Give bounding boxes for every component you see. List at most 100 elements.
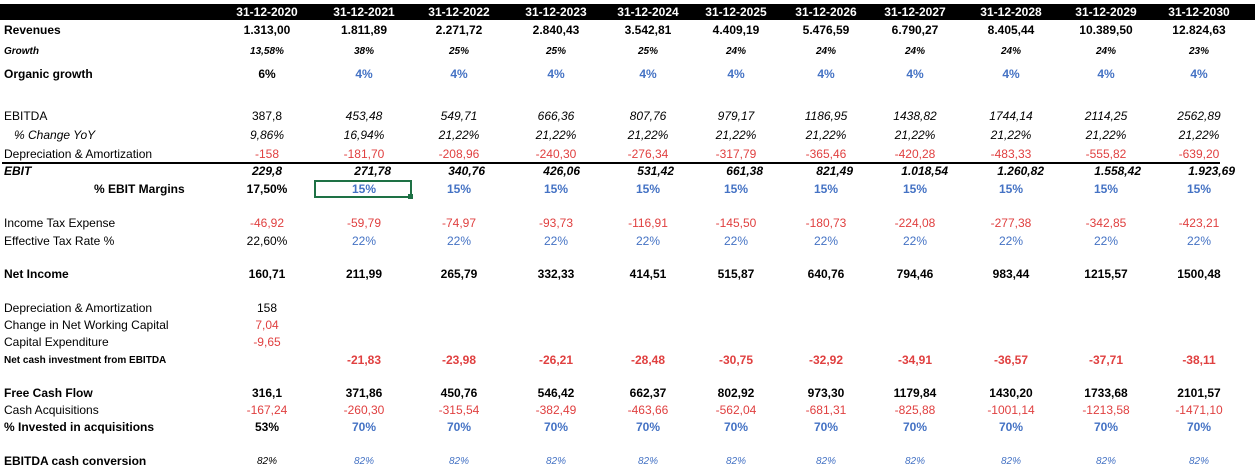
table-cell[interactable]: 13,58% xyxy=(250,46,284,57)
table-cell[interactable]: 973,30 xyxy=(807,386,845,400)
table-cell[interactable]: 271,78 xyxy=(354,164,391,178)
table-cell[interactable]: 2.271,72 xyxy=(435,23,483,37)
table-cell[interactable]: -46,92 xyxy=(249,216,285,230)
selected-cell[interactable] xyxy=(314,180,413,199)
table-cell[interactable]: -365,46 xyxy=(805,147,847,161)
table-cell[interactable]: 4% xyxy=(1002,67,1020,81)
table-cell[interactable]: 387,8 xyxy=(251,109,283,123)
table-cell[interactable]: 1186,95 xyxy=(804,109,848,123)
table-cell[interactable]: -1213,58 xyxy=(1082,403,1130,417)
year-header-cell[interactable]: 31-12-2030 xyxy=(1168,5,1230,19)
row-label[interactable]: Organic growth xyxy=(4,67,93,81)
table-cell[interactable]: 640,76 xyxy=(807,267,845,281)
table-cell[interactable]: 1500,48 xyxy=(1177,267,1221,281)
table-cell[interactable]: -639,20 xyxy=(1178,147,1220,161)
table-cell[interactable]: 21,22% xyxy=(805,128,847,142)
row-label[interactable]: EBIT xyxy=(4,164,32,178)
table-cell[interactable]: 82% xyxy=(1095,456,1116,467)
table-cell[interactable]: 25% xyxy=(545,46,566,57)
year-header-cell[interactable]: 31-12-2024 xyxy=(617,5,679,19)
table-cell[interactable]: 70% xyxy=(543,420,569,434)
table-cell[interactable]: 9,86% xyxy=(249,128,285,142)
table-cell[interactable]: 1215,57 xyxy=(1084,267,1128,281)
table-cell[interactable]: 70% xyxy=(446,420,472,434)
table-cell[interactable]: -145,50 xyxy=(715,216,757,230)
year-header-cell[interactable]: 31-12-2028 xyxy=(980,5,1042,19)
table-cell[interactable]: -26,21 xyxy=(538,353,574,367)
table-cell[interactable]: 265,79 xyxy=(440,267,478,281)
table-cell[interactable]: 24% xyxy=(904,46,925,57)
table-cell[interactable]: 82% xyxy=(256,456,277,467)
table-cell[interactable]: 82% xyxy=(448,456,469,467)
table-cell[interactable]: -32,92 xyxy=(808,353,844,367)
year-header-cell[interactable]: 31-12-2023 xyxy=(525,5,587,19)
table-cell[interactable]: 4% xyxy=(1097,67,1115,81)
table-cell[interactable]: 22% xyxy=(446,234,472,248)
table-cell[interactable]: 807,76 xyxy=(629,109,667,123)
table-cell[interactable]: 531,42 xyxy=(637,164,674,178)
table-cell[interactable]: 4% xyxy=(450,67,468,81)
table-cell[interactable]: 82% xyxy=(637,456,658,467)
table-cell[interactable]: 414,51 xyxy=(629,267,667,281)
table-cell[interactable]: 4% xyxy=(1190,67,1208,81)
row-label[interactable]: Effective Tax Rate % xyxy=(4,234,115,248)
table-cell[interactable]: 82% xyxy=(545,456,566,467)
table-cell[interactable]: 983,44 xyxy=(992,267,1030,281)
row-label[interactable]: Net cash investment from EBITDA xyxy=(4,355,167,366)
table-cell[interactable]: 70% xyxy=(1186,420,1212,434)
table-cell[interactable]: -315,54 xyxy=(438,403,480,417)
table-cell[interactable]: 1.811,89 xyxy=(340,23,388,37)
table-cell[interactable]: 15% xyxy=(635,182,661,196)
table-cell[interactable]: 15% xyxy=(1186,182,1212,196)
table-cell[interactable]: -483,33 xyxy=(990,147,1032,161)
table-cell[interactable]: 4% xyxy=(355,67,373,81)
row-label[interactable]: Free Cash Flow xyxy=(4,386,93,400)
table-cell[interactable]: 25% xyxy=(448,46,469,57)
table-cell[interactable]: -240,30 xyxy=(535,147,577,161)
year-header-cell[interactable]: 31-12-2021 xyxy=(333,5,395,19)
table-cell[interactable]: 158 xyxy=(256,301,278,315)
table-cell[interactable]: 15% xyxy=(351,182,377,196)
table-cell[interactable]: -38,11 xyxy=(1182,353,1216,367)
table-cell[interactable]: 1179,84 xyxy=(893,386,937,400)
table-cell[interactable]: 2101,57 xyxy=(1177,386,1221,400)
table-cell[interactable]: 82% xyxy=(904,456,925,467)
row-label[interactable]: EBITDA xyxy=(4,109,48,123)
table-cell[interactable]: 6.790,27 xyxy=(891,23,939,37)
year-header-cell[interactable]: 31-12-2022 xyxy=(428,5,490,19)
table-cell[interactable]: 6% xyxy=(258,67,276,81)
table-cell[interactable]: 1733,68 xyxy=(1084,386,1128,400)
table-cell[interactable]: 979,17 xyxy=(717,109,755,123)
table-cell[interactable]: -277,38 xyxy=(990,216,1032,230)
table-cell[interactable]: 21,22% xyxy=(535,128,577,142)
table-cell[interactable]: -260,30 xyxy=(343,403,385,417)
table-cell[interactable]: 22% xyxy=(543,234,569,248)
table-cell[interactable]: 453,48 xyxy=(345,109,383,123)
table-cell[interactable]: 332,33 xyxy=(537,267,575,281)
row-label[interactable]: Growth xyxy=(4,46,39,57)
row-label[interactable]: Revenues xyxy=(4,23,61,37)
table-cell[interactable]: 15% xyxy=(543,182,569,196)
table-cell[interactable]: 22% xyxy=(813,234,839,248)
table-cell[interactable]: 1.558,42 xyxy=(1094,164,1141,178)
table-cell[interactable]: -825,88 xyxy=(894,403,936,417)
table-cell[interactable]: -224,08 xyxy=(894,216,936,230)
table-cell[interactable]: 661,38 xyxy=(726,164,763,178)
table-cell[interactable]: 22% xyxy=(998,234,1024,248)
table-cell[interactable]: -180,73 xyxy=(805,216,847,230)
table-cell[interactable]: 24% xyxy=(815,46,836,57)
table-cell[interactable]: -93,73 xyxy=(538,216,574,230)
table-cell[interactable]: 21,22% xyxy=(438,128,480,142)
table-cell[interactable]: 7,04 xyxy=(255,318,279,332)
table-cell[interactable]: -562,04 xyxy=(715,403,757,417)
table-cell[interactable]: 82% xyxy=(1000,456,1021,467)
table-cell[interactable]: 21,22% xyxy=(627,128,669,142)
table-cell[interactable]: 3.542,81 xyxy=(624,23,672,37)
table-cell[interactable]: 4% xyxy=(817,67,835,81)
table-cell[interactable]: 4% xyxy=(727,67,745,81)
table-cell[interactable]: 160,71 xyxy=(248,267,286,281)
table-cell[interactable]: 53% xyxy=(254,420,280,434)
table-cell[interactable]: 1.923,69 xyxy=(1188,164,1235,178)
table-cell[interactable]: 70% xyxy=(723,420,749,434)
table-cell[interactable]: -342,85 xyxy=(1085,216,1127,230)
